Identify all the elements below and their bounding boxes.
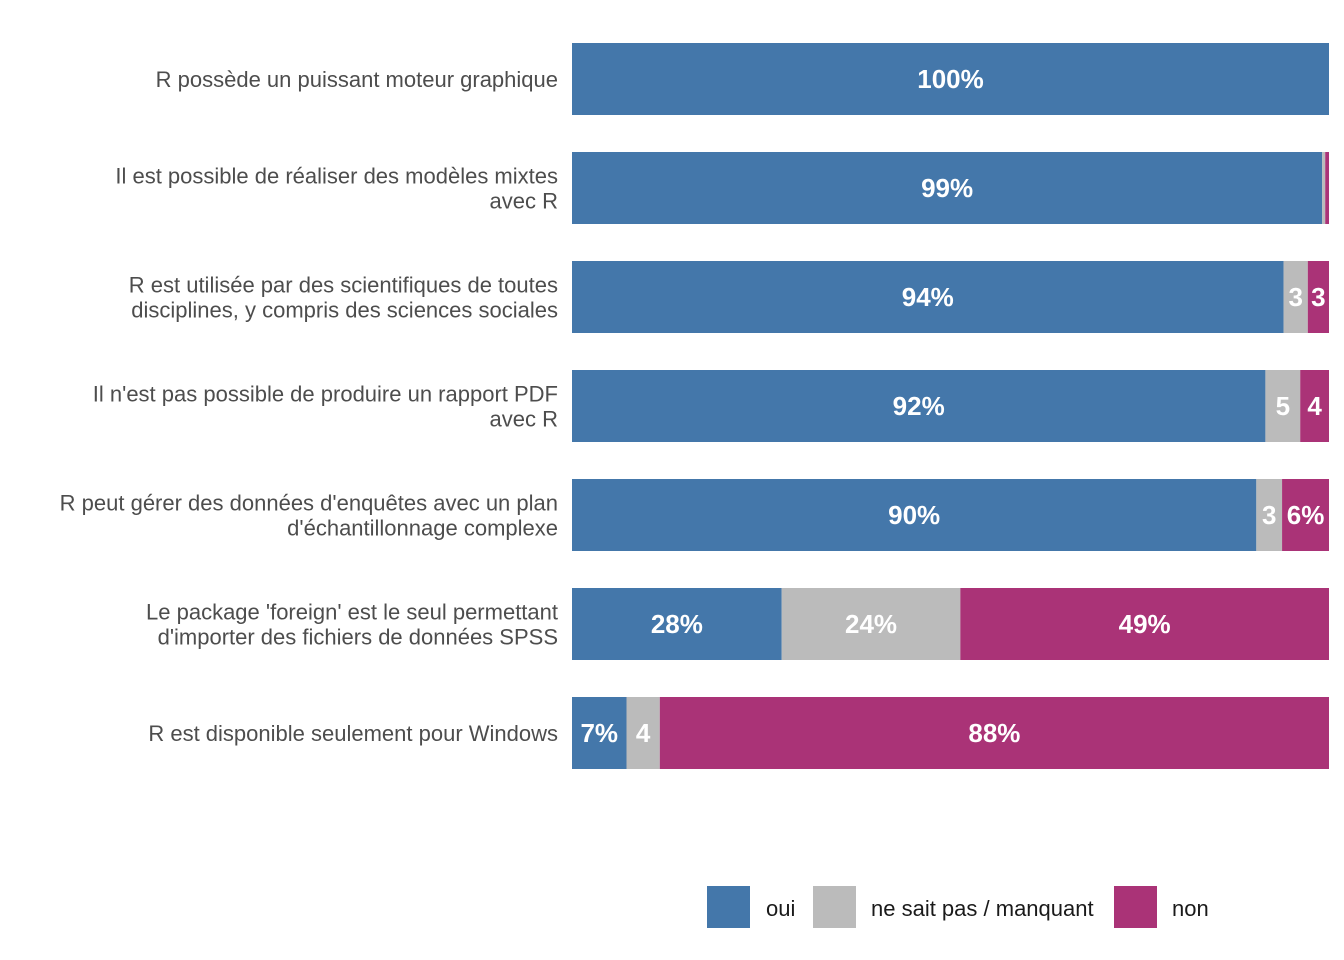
bar-segment-ne-sait-pas-manquant-3 [1265,370,1301,442]
bar-value-label: 92% [893,391,945,421]
legend-key [707,886,750,928]
category-label: Il est possible de réaliser des modèles … [115,164,558,189]
legend: oui ne sait pas / manquant non [707,886,1209,928]
bar-segment-non-2 [1307,261,1329,333]
bar-segment-oui-0 [572,43,1329,115]
legend-label: ne sait pas / manquant [871,896,1094,921]
bar-value-label: 7% [580,718,618,748]
category-label: R est disponible seulement pour Windows [148,721,558,746]
category-label: avec R [490,407,558,432]
bar-value-label: 4 [636,718,651,748]
bar-value-label: 28% [651,609,703,639]
bar-segment-non-5 [960,588,1329,660]
bar-segment-ne-sait-pas-manquant-4 [1256,479,1283,551]
bar-segment-oui-5 [572,588,782,660]
legend-label: non [1172,896,1209,921]
bar-value-label: 3 [1311,282,1325,312]
bars-group: 100%99%94% 3 392% 5 490% 3 6%28% 24% 49%7% 4 88% [572,43,1330,769]
legend-key [813,886,856,928]
bar-value-label: 3 [1262,500,1276,530]
bar-segment-ne-sait-pas-manquant-6 [626,697,660,769]
bar-segment-non-1 [1325,152,1330,224]
legend-key [1114,886,1157,928]
bar-segment-oui-1 [572,152,1323,224]
bar-value-label: 4 [1307,391,1322,421]
legend-label: oui [766,896,795,921]
category-label: Il n'est pas possible de produire un rap… [93,382,558,407]
category-label: d'importer des fichiers de données SPSS [158,625,558,650]
category-label: d'échantillonnage complexe [287,516,558,541]
category-label: disciplines, y compris des sciences soci… [131,298,558,323]
bar-segment-oui-2 [572,261,1284,333]
bar-segment-ne-sait-pas-manquant-2 [1283,261,1308,333]
category-label: R peut gérer des données d'enquêtes avec… [60,491,558,516]
bar-value-label: 99% [921,173,973,203]
category-label: R est utilisée par des scientifiques de … [129,273,558,298]
bar-segment-non-4 [1282,479,1329,551]
category-label: avec R [490,189,558,214]
bar-value-label: 94% [902,282,954,312]
bar-segment-ne-sait-pas-manquant-5 [781,588,961,660]
bar-value-label: 90% [888,500,940,530]
bar-segment-oui-6 [572,697,627,769]
bar-value-label: 49% [1119,609,1171,639]
category-label: Le package 'foreign' est le seul permett… [146,600,558,625]
bar-segment-ne-sait-pas-manquant-1 [1322,152,1326,224]
category-label: R possède un puissant moteur graphique [156,67,558,92]
bar-value-label: 100% [917,64,984,94]
bar-value-label: 88% [968,718,1020,748]
category-labels-group: R possède un puissant moteur graphique Il… [60,67,558,746]
bar-value-label: 5 [1276,391,1290,421]
bar-segment-oui-4 [572,479,1257,551]
bar-segment-non-6 [659,697,1329,769]
bar-segment-oui-3 [572,370,1266,442]
bar-value-label: 3 [1288,282,1302,312]
bar-segment-non-3 [1300,370,1329,442]
bar-value-label: 6% [1287,500,1325,530]
bar-value-label: 24% [845,609,897,639]
